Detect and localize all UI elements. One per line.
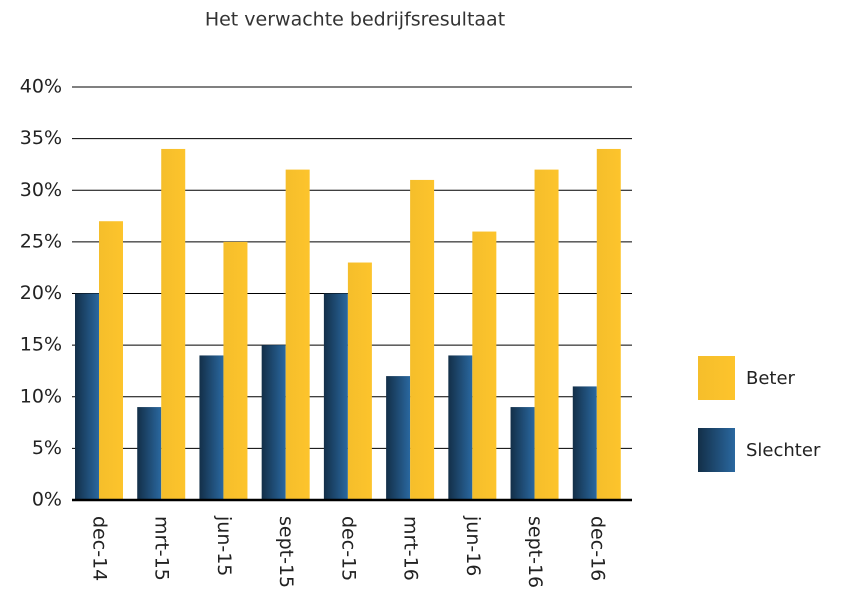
bar [323, 293, 348, 500]
y-tick-label: 10% [20, 385, 62, 407]
bar [347, 262, 372, 500]
x-tick-label: dec-14 [89, 516, 111, 581]
x-tick-label: mrt-16 [400, 516, 422, 581]
chart-title: Het verwachte bedrijfsresultaat [205, 9, 505, 31]
bar [386, 376, 411, 500]
bar [572, 386, 597, 500]
x-tick-label: mrt-15 [151, 516, 173, 581]
bar [137, 407, 162, 500]
bar [223, 241, 248, 500]
x-tick-label: dec-16 [586, 516, 608, 581]
bar [596, 148, 621, 500]
y-tick-label: 40% [20, 76, 62, 98]
bar [448, 355, 473, 500]
y-tick-label: 25% [20, 230, 62, 252]
bar [99, 221, 123, 500]
x-tick-label: dec-15 [337, 516, 359, 581]
legend-swatch [698, 356, 735, 400]
x-tick-label: sept-16 [524, 516, 546, 588]
y-tick-label: 5% [32, 437, 62, 459]
y-tick-label: 20% [20, 282, 62, 304]
bar [199, 355, 224, 500]
legend-label: Beter [746, 368, 796, 389]
bar [534, 169, 559, 500]
y-tick-label: 15% [20, 334, 62, 356]
x-tick-label: sept-15 [275, 516, 297, 588]
legend-label: Slechter [746, 440, 821, 461]
bar [410, 179, 435, 501]
x-tick-label: jun-15 [213, 515, 235, 576]
y-tick-label: 0% [32, 489, 62, 511]
y-tick-label: 35% [20, 127, 62, 149]
bar [285, 169, 310, 500]
legend-swatch [698, 428, 735, 472]
bar [75, 293, 99, 500]
y-tick-label: 30% [20, 179, 62, 201]
bar [161, 148, 186, 500]
x-tick-label: jun-16 [462, 515, 484, 576]
bar [510, 407, 535, 500]
bar [472, 231, 497, 501]
bar [261, 345, 286, 500]
